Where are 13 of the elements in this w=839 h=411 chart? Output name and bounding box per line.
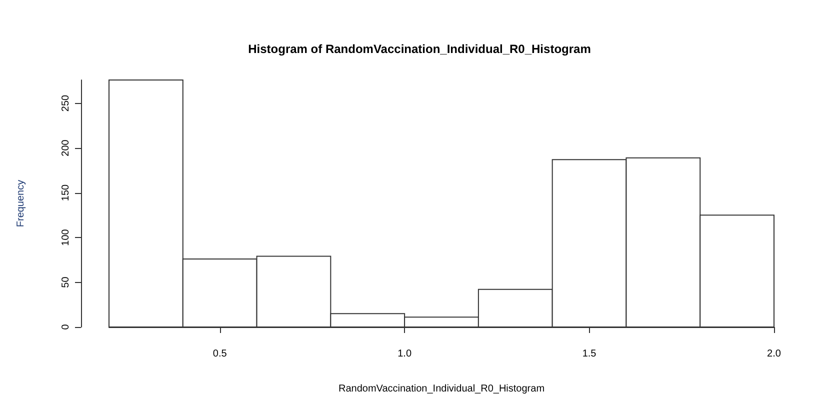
y-tick-label: 0 bbox=[60, 324, 72, 330]
x-axis-title: RandomVaccination_Individual_R0_Histogram bbox=[338, 384, 545, 394]
y-axis-title: Frequency bbox=[16, 180, 26, 228]
y-tick-label: 100 bbox=[60, 228, 72, 246]
chart-title: Histogram of RandomVaccination_Individual_R0_Histogram bbox=[248, 42, 591, 56]
y-tick-label: 250 bbox=[60, 94, 72, 112]
x-tick-label: 2.0 bbox=[767, 348, 782, 360]
y-tick-label: 200 bbox=[60, 139, 72, 156]
y-tick-label: 50 bbox=[60, 276, 72, 288]
x-tick-label: 0.5 bbox=[212, 348, 228, 360]
x-tick-label: 1.5 bbox=[582, 348, 597, 360]
y-tick-label: 150 bbox=[60, 184, 72, 202]
x-tick-label: 1.0 bbox=[398, 348, 412, 360]
